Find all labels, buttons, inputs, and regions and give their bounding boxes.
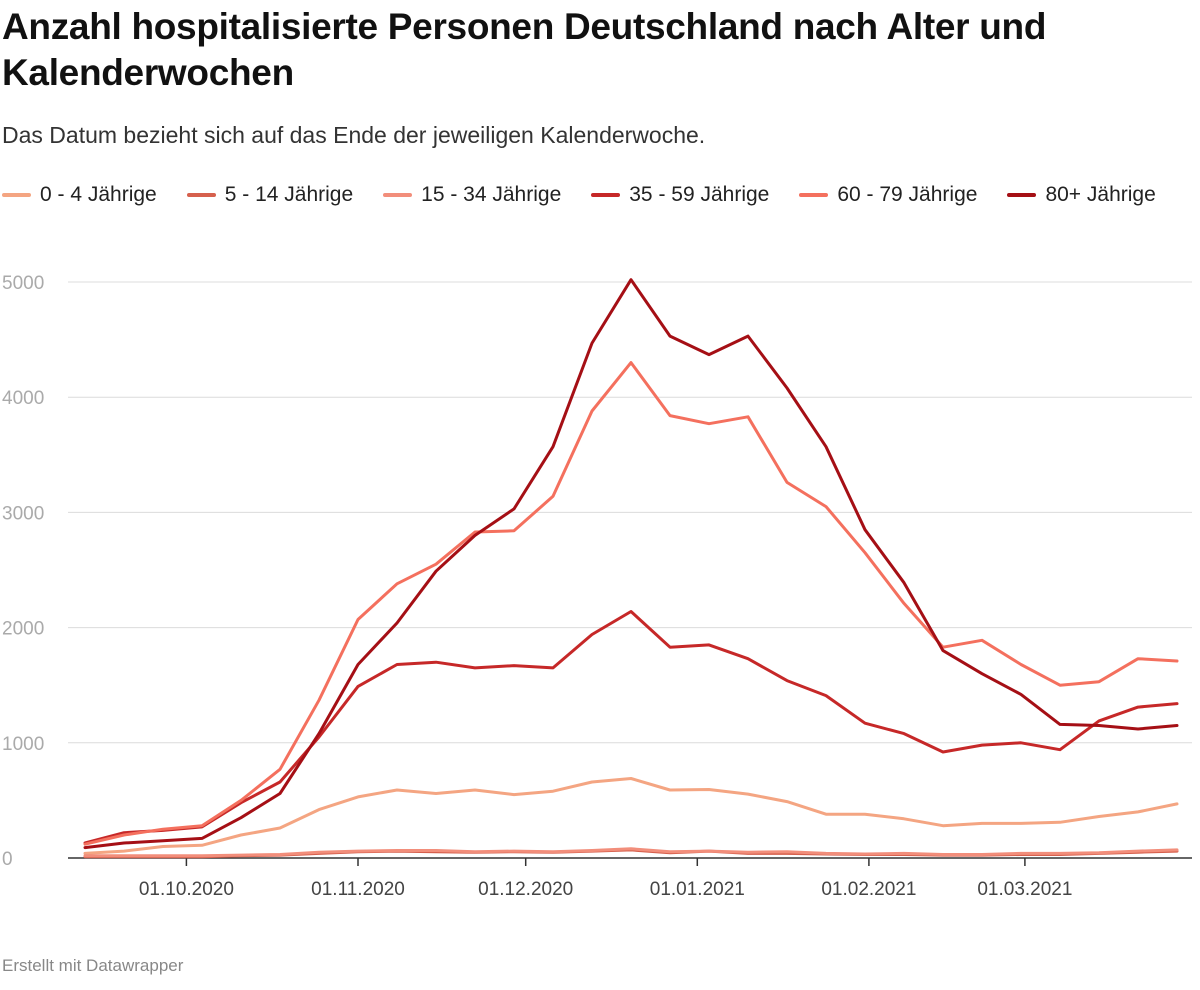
y-tick-label-0: 0 xyxy=(2,849,13,870)
source-credit: Erstellt mit Datawrapper xyxy=(2,956,184,975)
legend-swatch-80-plus xyxy=(1007,193,1037,197)
legend-swatch-60-79 xyxy=(799,193,829,197)
legend-swatch-15-34 xyxy=(383,193,413,197)
legend-item-5-14: 5 - 14 Jährige xyxy=(186,180,354,210)
legend-item-35-59: 35 - 59 Jährige xyxy=(591,180,769,210)
series-line-4 xyxy=(83,361,1179,846)
series-lines xyxy=(83,278,1179,859)
x-tick-label-1: 01.11.2020 xyxy=(311,879,405,900)
series-line-2 xyxy=(83,847,1179,858)
legend-label-80-plus: 80+ Jährige xyxy=(1045,183,1156,206)
y-tick-label-2000: 2000 xyxy=(2,619,44,640)
legend-item-0-4: 0 - 4 Jährige xyxy=(2,180,157,210)
chart-legend: 0 - 4 Jährige 5 - 14 Jährige 15 - 34 Jäh… xyxy=(2,180,1192,210)
legend-label-35-59: 35 - 59 Jährige xyxy=(629,183,770,206)
x-tick-label-2: 01.12.2020 xyxy=(478,879,573,900)
y-tick-label-4000: 4000 xyxy=(2,388,44,409)
legend-item-15-34: 15 - 34 Jährige xyxy=(383,180,561,210)
chart-subtitle: Das Datum bezieht sich auf das Ende der … xyxy=(2,122,706,148)
gridlines xyxy=(68,281,1192,859)
x-tick-label-3: 01.01.2021 xyxy=(650,879,745,900)
legend-label-15-34: 15 - 34 Jährige xyxy=(421,183,562,206)
y-tick-label-5000: 5000 xyxy=(2,273,44,294)
legend-label-0-4: 0 - 4 Jährige xyxy=(40,183,157,206)
legend-label-60-79: 60 - 79 Jährige xyxy=(837,183,978,206)
y-tick-label-1000: 1000 xyxy=(2,734,44,755)
y-tick-label-3000: 3000 xyxy=(2,503,44,524)
x-tick-label-4: 01.02.2021 xyxy=(821,879,916,900)
legend-item-60-79: 60 - 79 Jährige xyxy=(799,180,977,210)
x-axis-tick-labels: 01.10.2020 01.11.2020 01.12.2020 01.01.2021… xyxy=(139,858,1072,900)
x-tick-label-0: 01.10.2020 xyxy=(139,879,234,900)
chart-title: Anzahl hospitalisierte Personen Deutschl… xyxy=(2,6,1047,93)
series-line-5 xyxy=(83,278,1179,850)
line-chart: 0 1000 2000 3000 4000 5000 01.10.2020 01.11.20… xyxy=(2,273,1192,900)
y-axis-tick-labels: 0 1000 2000 3000 4000 5000 xyxy=(2,273,44,870)
legend-swatch-5-14 xyxy=(186,193,216,197)
legend-swatch-0-4 xyxy=(2,193,31,197)
series-line-0 xyxy=(83,777,1179,855)
series-line-3 xyxy=(83,610,1179,845)
legend-item-80-plus: 80+ Jährige xyxy=(1007,180,1156,210)
legend-label-5-14: 5 - 14 Jährige xyxy=(224,183,354,206)
x-tick-label-5: 01.03.2021 xyxy=(977,879,1072,900)
legend-swatch-35-59 xyxy=(591,193,621,197)
